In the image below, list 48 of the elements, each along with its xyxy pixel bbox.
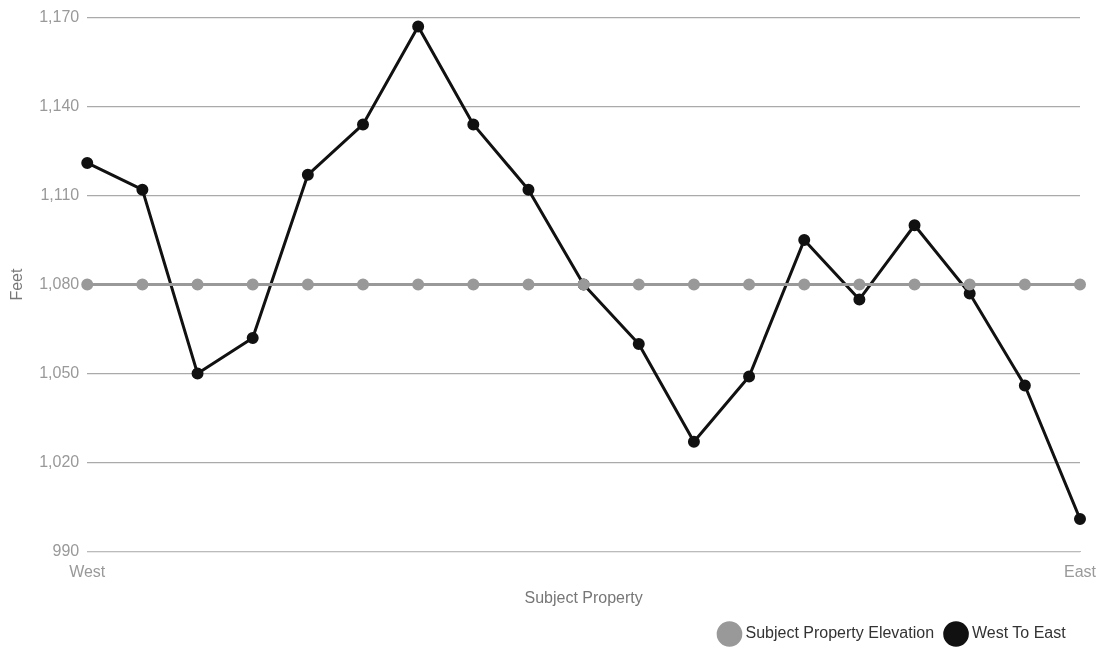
point — [301, 168, 314, 181]
point — [467, 278, 480, 291]
point — [412, 20, 425, 33]
y-axis-title: Feet — [8, 268, 26, 301]
point — [357, 278, 370, 291]
point — [522, 278, 535, 291]
point — [467, 118, 480, 131]
point — [963, 278, 976, 291]
point — [1018, 278, 1031, 291]
legend-label: Subject Property Elevation — [745, 624, 935, 642]
point — [908, 278, 921, 291]
point — [246, 278, 259, 291]
legend-label: West To East — [972, 624, 1067, 642]
point — [1074, 512, 1086, 525]
point — [632, 337, 645, 350]
point — [798, 234, 811, 247]
y-tick-label: 1,050 — [39, 364, 80, 382]
y-tick-label: 1,020 — [39, 453, 80, 471]
point — [632, 278, 645, 291]
point — [687, 435, 700, 448]
point — [136, 183, 149, 196]
point — [1074, 278, 1086, 291]
point — [798, 278, 811, 291]
point — [136, 278, 149, 291]
point — [412, 278, 425, 291]
point — [1018, 379, 1031, 392]
point — [853, 278, 866, 291]
point — [246, 332, 259, 344]
point — [687, 278, 700, 291]
y-tick-label: 1,080 — [39, 275, 80, 293]
point — [743, 278, 756, 291]
y-tick-label: 1,110 — [40, 186, 80, 204]
point — [522, 183, 535, 196]
y-tick-label: 1,140 — [39, 97, 80, 115]
x-tick-label: West — [69, 562, 106, 580]
x-axis-title: Subject Property — [524, 588, 643, 606]
point — [853, 293, 866, 306]
y-tick-label: 990 — [52, 542, 80, 560]
point — [191, 278, 204, 291]
point — [357, 118, 370, 131]
point — [191, 367, 204, 380]
y-tick-label: 1,170 — [39, 8, 80, 26]
point — [908, 219, 921, 232]
point — [301, 278, 314, 291]
point — [743, 370, 756, 383]
point — [81, 278, 94, 291]
x-tick-label: East — [1063, 562, 1097, 580]
point — [81, 156, 94, 169]
